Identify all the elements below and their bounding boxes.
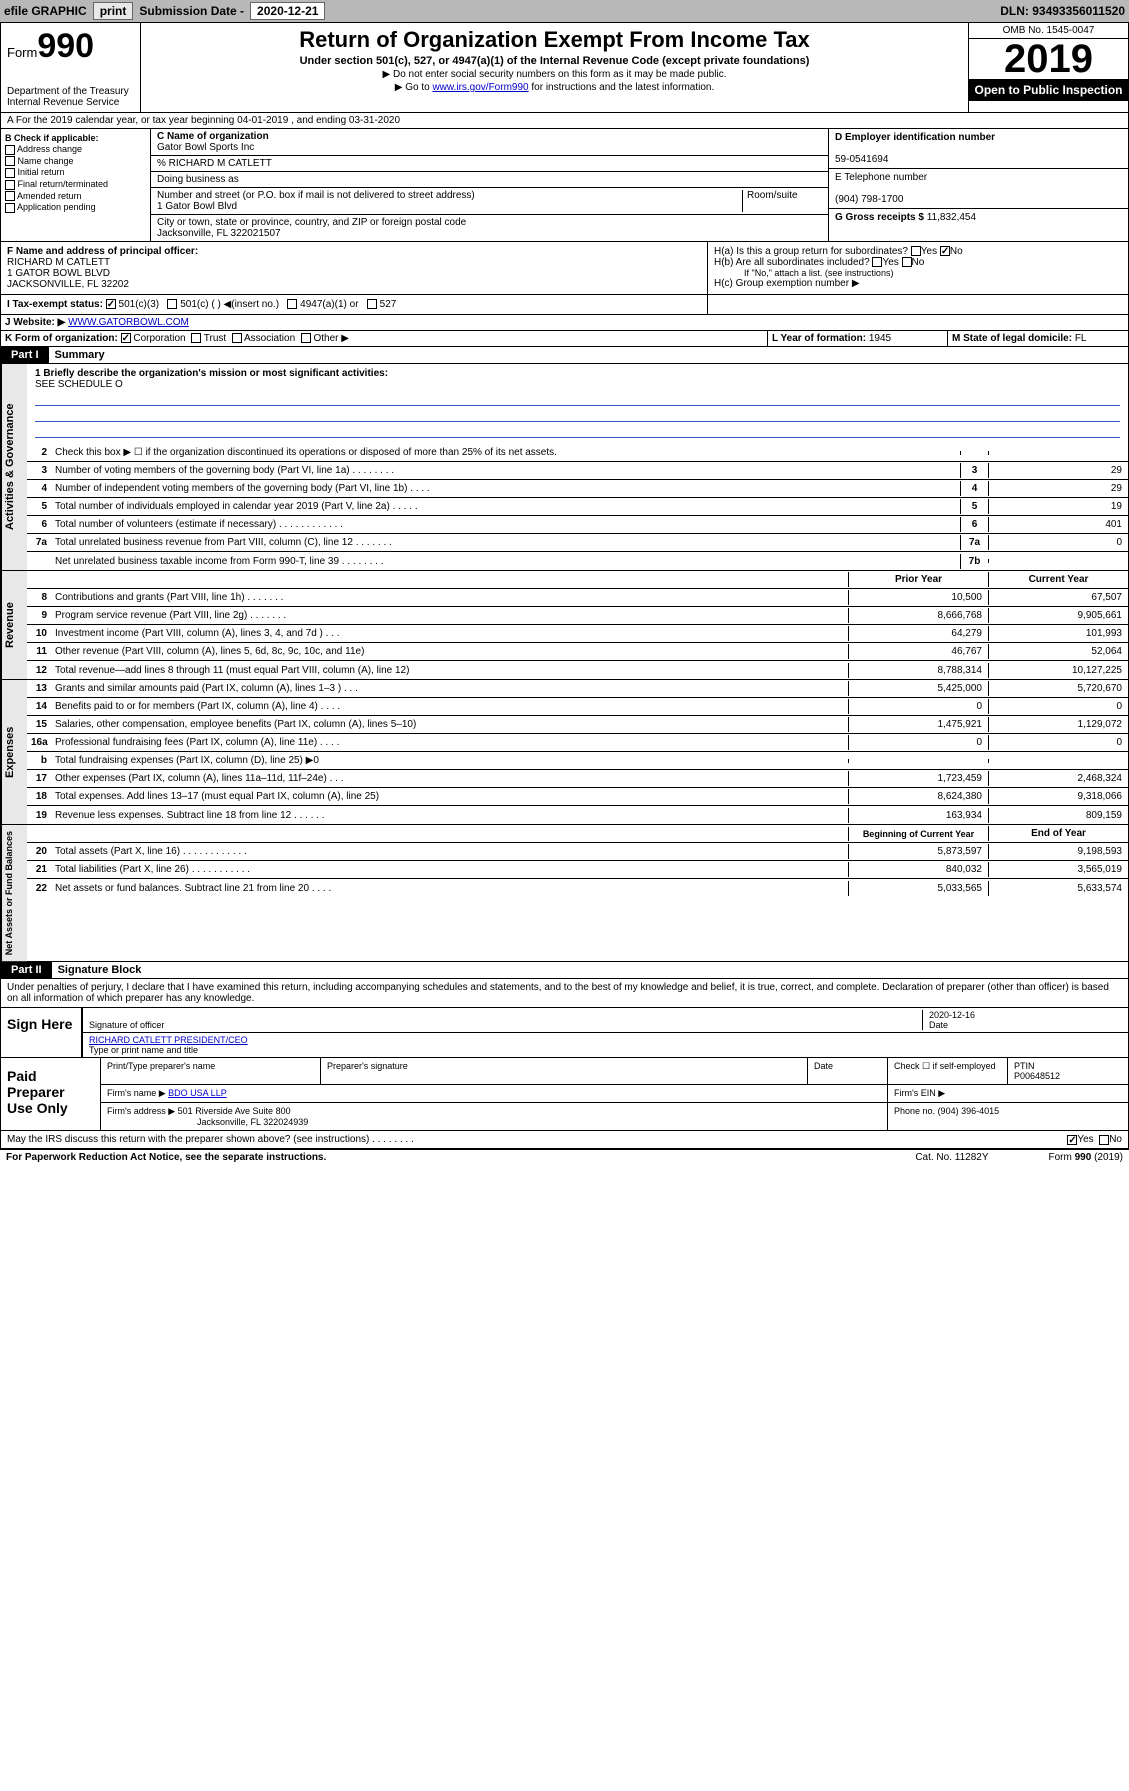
tax-year: 2019	[969, 39, 1128, 79]
table-row: 14Benefits paid to or for members (Part …	[27, 698, 1128, 716]
table-row: 8Contributions and grants (Part VIII, li…	[27, 589, 1128, 607]
perjury-statement: Under penalties of perjury, I declare th…	[0, 979, 1129, 1008]
ptin: P00648512	[1014, 1071, 1060, 1081]
table-row: 9Program service revenue (Part VIII, lin…	[27, 607, 1128, 625]
block-bcd: B Check if applicable: Address change Na…	[0, 129, 1129, 242]
dln-label: DLN: 93493356011520	[1000, 4, 1125, 18]
vtab-governance: Activities & Governance	[1, 364, 27, 570]
submission-date: 2020-12-21	[250, 2, 325, 20]
vtab-revenue: Revenue	[1, 571, 27, 679]
dept-label: Department of the Treasury Internal Reve…	[7, 86, 134, 108]
firm-name[interactable]: BDO USA LLP	[168, 1088, 227, 1098]
chk-501c3[interactable]	[106, 299, 116, 309]
note-link: ▶ Go to www.irs.gov/Form990 for instruct…	[149, 82, 960, 93]
table-row: 7aTotal unrelated business revenue from …	[27, 534, 1128, 552]
care-of: % RICHARD M CATLETT	[151, 156, 828, 172]
discuss-question: May the IRS discuss this return with the…	[7, 1134, 414, 1145]
firm-phone: (904) 396-4015	[938, 1106, 1000, 1116]
table-row: 3Number of voting members of the governi…	[27, 462, 1128, 480]
year-formation: 1945	[869, 333, 891, 344]
table-row: 5Total number of individuals employed in…	[27, 498, 1128, 516]
open-public-badge: Open to Public Inspection	[969, 79, 1128, 101]
col-b-checkboxes: B Check if applicable: Address change Na…	[1, 129, 151, 241]
sign-here-label: Sign Here	[1, 1008, 81, 1057]
table-row: 21Total liabilities (Part X, line 26) . …	[27, 861, 1128, 879]
org-name: Gator Bowl Sports Inc	[157, 142, 254, 153]
irs-link[interactable]: www.irs.gov/Form990	[432, 82, 528, 93]
website-link[interactable]: WWW.GATORBOWL.COM	[68, 317, 189, 328]
officer-addr2: JACKSONVILLE, FL 32202	[7, 279, 701, 290]
chk-corporation[interactable]	[121, 333, 131, 343]
table-row: 2Check this box ▶ ☐ if the organization …	[27, 444, 1128, 462]
footer-form: Form 990 (2019)	[1049, 1152, 1123, 1163]
officer-name: RICHARD M CATLETT	[7, 257, 701, 268]
dba-label: Doing business as	[151, 172, 828, 188]
form-subtitle: Under section 501(c), 527, or 4947(a)(1)…	[149, 55, 960, 67]
discuss-no[interactable]	[1099, 1135, 1109, 1145]
ha-group-return: H(a) Is this a group return for subordin…	[714, 246, 1122, 257]
chk-amended[interactable]: Amended return	[5, 191, 146, 202]
street-address: 1 Gator Bowl Blvd	[157, 201, 237, 212]
chk-name-change[interactable]: Name change	[5, 156, 146, 167]
section-a: A For the 2019 calendar year, or tax yea…	[0, 113, 1129, 129]
ein: 59-0541694	[835, 154, 888, 165]
table-row: 22Net assets or fund balances. Subtract …	[27, 879, 1128, 897]
table-row: 16aProfessional fundraising fees (Part I…	[27, 734, 1128, 752]
city-state-zip: Jacksonville, FL 322021507	[157, 228, 281, 239]
table-row: 13Grants and similar amounts paid (Part …	[27, 680, 1128, 698]
part1-header: Part I	[1, 347, 49, 363]
hc-exemption: H(c) Group exemption number ▶	[714, 278, 1122, 289]
print-button[interactable]: print	[93, 2, 134, 20]
mission-text: SEE SCHEDULE O	[35, 379, 1120, 390]
table-row: 20Total assets (Part X, line 16) . . . .…	[27, 843, 1128, 861]
gross-receipts: 11,832,454	[927, 212, 976, 223]
top-toolbar: efile GRAPHIC print Submission Date - 20…	[0, 0, 1129, 22]
vtab-netassets: Net Assets or Fund Balances	[1, 825, 27, 961]
part2-title: Signature Block	[52, 964, 142, 976]
chk-pending[interactable]: Application pending	[5, 202, 146, 213]
table-row: Net unrelated business taxable income fr…	[27, 552, 1128, 570]
table-row: 18Total expenses. Add lines 13–17 (must …	[27, 788, 1128, 806]
chk-initial-return[interactable]: Initial return	[5, 167, 146, 178]
submission-label: Submission Date -	[139, 4, 244, 18]
table-row: bTotal fundraising expenses (Part IX, co…	[27, 752, 1128, 770]
table-row: 6Total number of volunteers (estimate if…	[27, 516, 1128, 534]
vtab-expenses: Expenses	[1, 680, 27, 824]
chk-address-change[interactable]: Address change	[5, 144, 146, 155]
note-ssn: ▶ Do not enter social security numbers o…	[149, 69, 960, 80]
table-row: 11Other revenue (Part VIII, column (A), …	[27, 643, 1128, 661]
chk-final-return[interactable]: Final return/terminated	[5, 179, 146, 190]
sign-date: 2020-12-16	[929, 1010, 975, 1020]
efile-label: efile GRAPHIC	[4, 4, 87, 18]
paid-preparer-label: Paid Preparer Use Only	[1, 1058, 101, 1130]
part1-title: Summary	[49, 349, 105, 361]
table-row: 12Total revenue—add lines 8 through 11 (…	[27, 661, 1128, 679]
hb-subordinates: H(b) Are all subordinates included? Yes …	[714, 257, 1122, 268]
footer-catno: Cat. No. 11282Y	[915, 1152, 988, 1163]
table-row: 15Salaries, other compensation, employee…	[27, 716, 1128, 734]
form-header: Form990 Department of the Treasury Inter…	[0, 22, 1129, 113]
firm-ein: Firm's EIN ▶	[888, 1085, 1128, 1102]
table-row: 10Investment income (Part VIII, column (…	[27, 625, 1128, 643]
table-row: 19Revenue less expenses. Subtract line 1…	[27, 806, 1128, 824]
officer-addr1: 1 GATOR BOWL BLVD	[7, 268, 701, 279]
discuss-yes[interactable]	[1067, 1135, 1077, 1145]
room-suite: Room/suite	[742, 190, 822, 212]
form-number: Form990	[7, 27, 134, 66]
footer-paperwork: For Paperwork Reduction Act Notice, see …	[6, 1152, 326, 1163]
officer-signature[interactable]: RICHARD CATLETT PRESIDENT/CEO	[89, 1035, 248, 1045]
telephone: (904) 798-1700	[835, 194, 903, 205]
state-domicile: FL	[1075, 333, 1087, 344]
table-row: 17Other expenses (Part IX, column (A), l…	[27, 770, 1128, 788]
form-title: Return of Organization Exempt From Incom…	[149, 27, 960, 53]
part2-header: Part II	[1, 962, 52, 978]
firm-address: 501 Riverside Ave Suite 800	[178, 1106, 291, 1116]
table-row: 4Number of independent voting members of…	[27, 480, 1128, 498]
